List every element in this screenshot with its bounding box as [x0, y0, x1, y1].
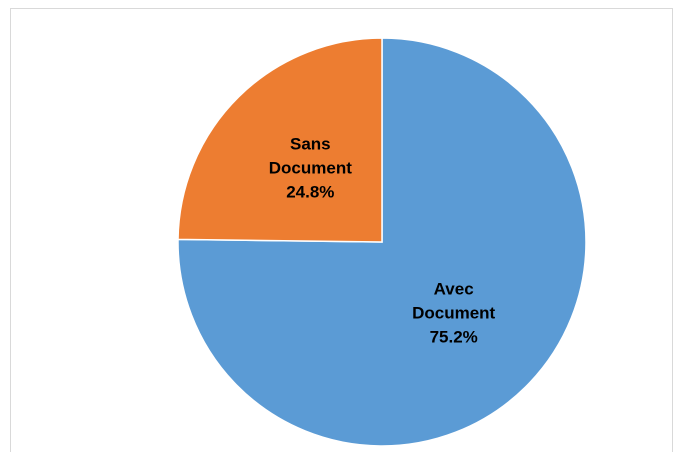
- value-label: 24.8%: [286, 183, 334, 202]
- value-label: 75.2%: [430, 328, 478, 347]
- pie-slice: [177, 37, 383, 243]
- category-label-line: Document: [269, 159, 352, 178]
- category-label-line: Document: [412, 304, 495, 323]
